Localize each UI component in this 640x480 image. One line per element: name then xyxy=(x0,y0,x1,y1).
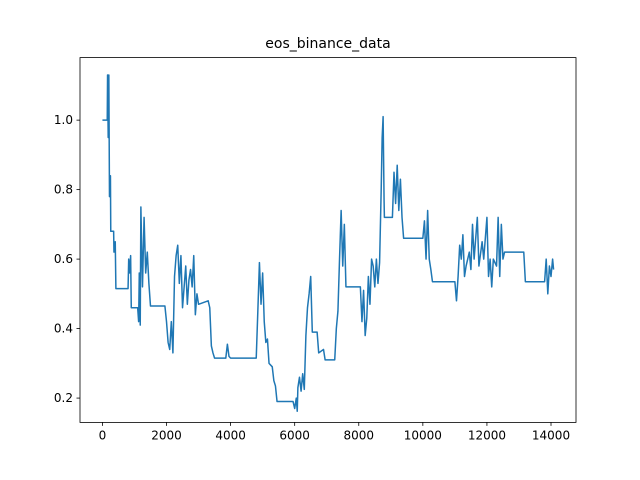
x-tick-label: 10000 xyxy=(404,428,442,442)
x-tick-label: 8000 xyxy=(343,428,374,442)
y-tick-label: 0.6 xyxy=(54,252,73,266)
y-tick-label: 1.0 xyxy=(54,113,73,127)
x-tick-label: 0 xyxy=(99,428,107,442)
x-tick-label: 4000 xyxy=(215,428,246,442)
y-tick-label: 0.8 xyxy=(54,183,73,197)
line-series xyxy=(102,74,555,413)
x-tick-label: 6000 xyxy=(279,428,310,442)
chart-title: eos_binance_data xyxy=(265,36,390,52)
x-tick-label: 12000 xyxy=(468,428,506,442)
plot-frame xyxy=(79,57,577,423)
y-tick-label: 0.2 xyxy=(54,391,73,405)
y-tick-label: 0.4 xyxy=(54,322,73,336)
x-tick-label: 2000 xyxy=(151,428,182,442)
x-tick-label: 14000 xyxy=(532,428,570,442)
